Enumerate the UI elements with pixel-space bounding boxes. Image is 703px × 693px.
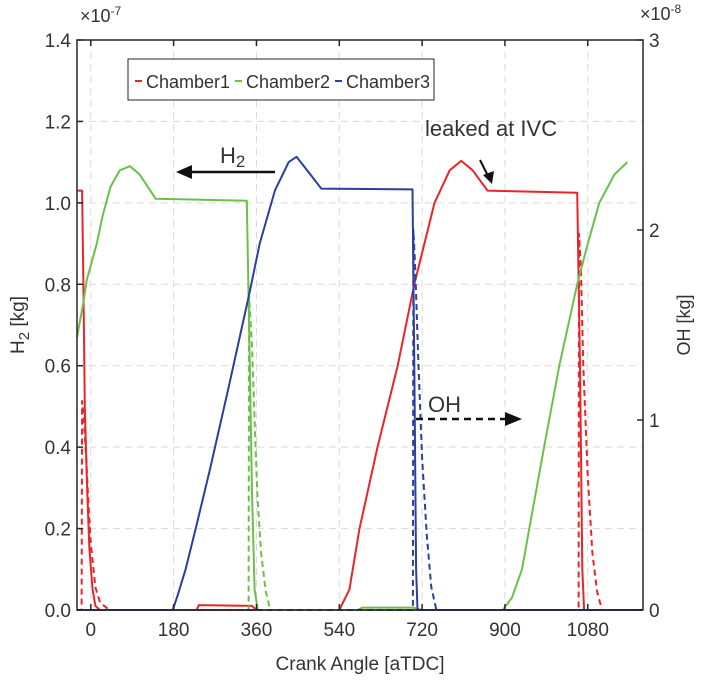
x-axis-label: Crank Angle [aTDC] (276, 654, 445, 675)
x-tick-label: 180 (158, 620, 190, 641)
x-tick-label: 720 (406, 620, 438, 641)
annotation-h2: H2 (176, 143, 275, 179)
y-tick-label-left: 1.0 (45, 194, 71, 215)
legend-box (127, 58, 435, 101)
y-tick-label-left: 0.0 (45, 601, 71, 622)
annotation-oh: OH (416, 392, 522, 426)
series-chamber1-h2 (77, 159, 643, 611)
ticks: 0 180 360 540 720 900 1080 0.0 0.2 0.4 0.6 0.8 1.0 1.… (45, 31, 660, 641)
y-tick-label-right: 3 (649, 31, 660, 52)
legend-label-chamber2: Chamber2 (246, 72, 330, 92)
x-tick-label: 540 (323, 620, 355, 641)
y-tick-label-right: 0 (649, 601, 660, 622)
arrowhead-down-icon (483, 171, 494, 184)
y-tick-label-right: 2 (649, 221, 660, 242)
x-tick-label: 900 (489, 620, 521, 641)
y-tick-label-left: 0.6 (45, 357, 71, 378)
left-multiplier: ×10-7 (80, 4, 122, 26)
legend-label-chamber1: Chamber1 (146, 72, 230, 92)
series-chamber3-h2 (77, 155, 643, 611)
series-chamber1-oh (77, 232, 643, 611)
annotation-leak-text: leaked at IVC (425, 116, 557, 141)
series-chamber3-oh (77, 229, 643, 611)
annotation-oh-text: OH (428, 392, 461, 417)
legend-label-chamber3: Chamber3 (346, 72, 430, 92)
right-multiplier: ×10-8 (640, 2, 682, 24)
x-tick-label: 360 (241, 620, 273, 641)
series-chamber2-oh (77, 295, 643, 611)
x-tick-label: 0 (86, 620, 97, 641)
y-tick-label-left: 0.2 (45, 520, 71, 541)
legend: Chamber1 Chamber2 Chamber3 (127, 58, 435, 101)
annotation-h2-text: H2 (220, 143, 245, 171)
arrowhead-left-icon (176, 165, 192, 179)
y-tick-label-left: 1.2 (45, 112, 71, 133)
plot-frame (76, 39, 644, 611)
arrowhead-right-icon (505, 412, 522, 426)
y-axis-label-right: OH [kg] (674, 294, 694, 355)
y-tick-label-left: 0.4 (45, 438, 72, 459)
x-tick-label: 1080 (567, 620, 609, 641)
series-chamber2-h2 (76, 161, 629, 611)
series-layer (76, 155, 643, 611)
y-tick-label-right: 1 (649, 411, 660, 432)
y-tick-label-left: 0.8 (45, 275, 71, 296)
y-axis-label-left: H2 [kg] (8, 296, 33, 354)
y-tick-label-left: 1.4 (45, 31, 72, 52)
annotation-leak: leaked at IVC (425, 116, 557, 184)
